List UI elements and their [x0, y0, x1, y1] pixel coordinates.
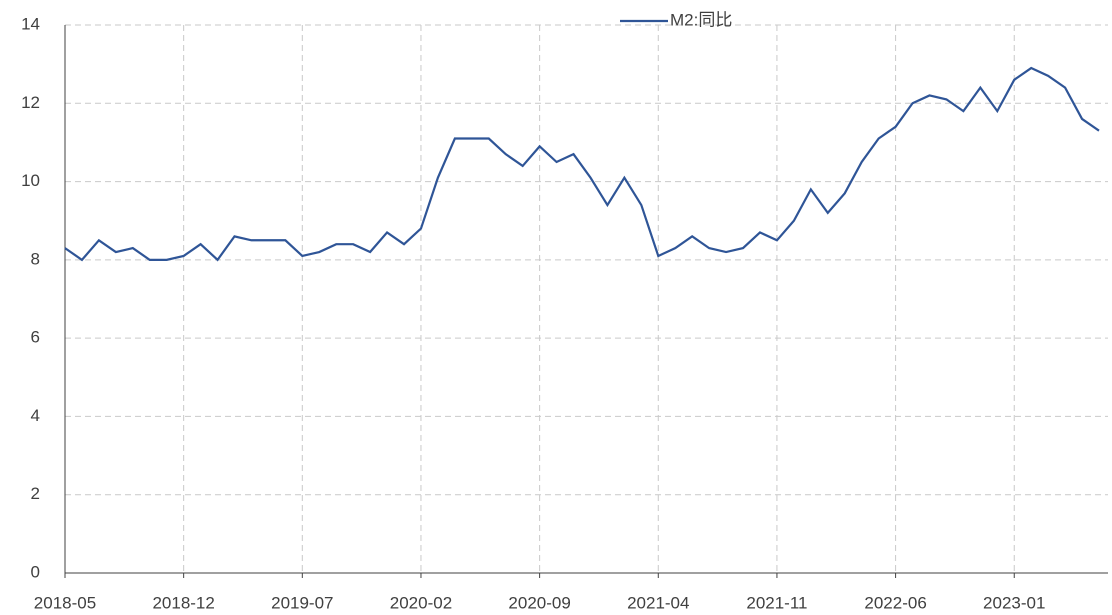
x-tick-label: 2021-11 — [746, 593, 807, 612]
y-tick-label: 2 — [31, 484, 40, 503]
x-tick-label: 2018-12 — [152, 593, 214, 612]
x-tick-label: 2020-09 — [508, 593, 570, 612]
x-tick-label: 2020-02 — [390, 593, 452, 612]
y-tick-label: 6 — [31, 328, 40, 347]
series-line — [64, 66, 1100, 262]
x-tick-label: 2023-01 — [983, 593, 1045, 612]
y-tick-label: 14 — [21, 14, 40, 33]
x-tick-label: 2022-06 — [864, 593, 926, 612]
x-tick-label: 2018-05 — [34, 593, 96, 612]
legend-label: M2:同比 — [670, 10, 732, 29]
x-tick-label: 2021-04 — [627, 593, 689, 612]
y-tick-label: 8 — [31, 249, 40, 268]
y-tick-label: 4 — [31, 406, 40, 425]
y-tick-label: 0 — [31, 562, 40, 581]
x-tick-label: 2019-07 — [271, 593, 333, 612]
y-tick-label: 10 — [21, 171, 40, 190]
y-tick-label: 12 — [21, 93, 40, 112]
